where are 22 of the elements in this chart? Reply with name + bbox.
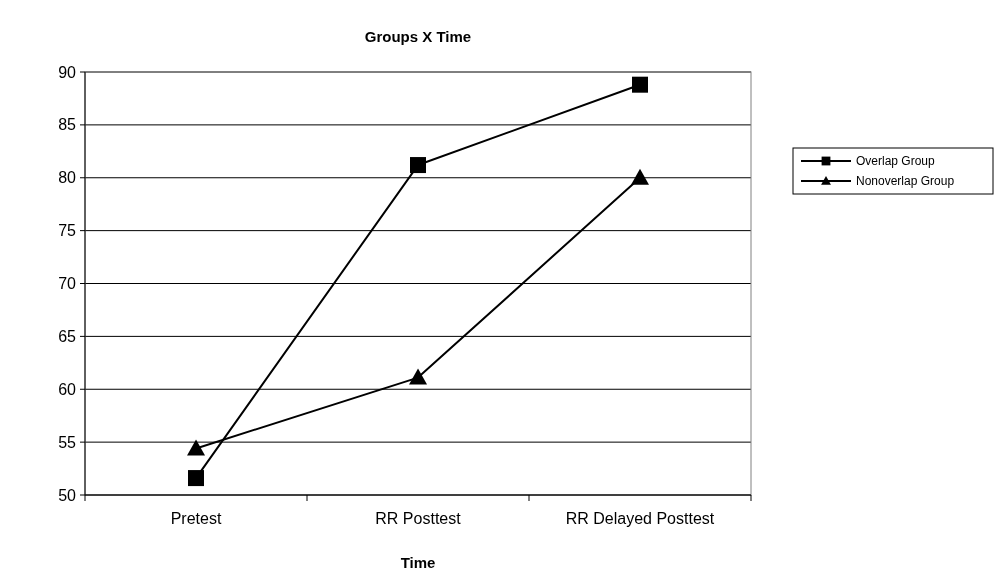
point bbox=[632, 76, 648, 93]
x-tick-label: RR Posttest bbox=[375, 510, 462, 527]
point bbox=[188, 470, 204, 487]
x-tick-label: Pretest bbox=[170, 510, 222, 527]
legend-label: Overlap Group bbox=[856, 154, 936, 169]
x-tick-label: RR Delayed Posttest bbox=[565, 510, 715, 527]
point bbox=[409, 368, 427, 385]
x-axis-title: Time bbox=[400, 554, 436, 571]
y-tick-label: 60 bbox=[58, 380, 77, 398]
chart-title: Groups X Time bbox=[364, 28, 472, 45]
y-tick-label: 70 bbox=[58, 275, 77, 293]
point bbox=[187, 439, 205, 456]
y-tick-label: 50 bbox=[58, 486, 77, 504]
y-tick-label: 85 bbox=[58, 116, 77, 134]
legend-label: Nonoverlap Group bbox=[856, 174, 955, 189]
y-tick-label: 90 bbox=[58, 63, 77, 81]
y-tick-label: 55 bbox=[58, 433, 77, 451]
y-tick-label: 65 bbox=[58, 327, 77, 345]
y-tick-label: 80 bbox=[58, 169, 77, 187]
y-tick-label: 75 bbox=[58, 222, 77, 240]
point bbox=[410, 157, 426, 174]
point bbox=[631, 168, 649, 185]
